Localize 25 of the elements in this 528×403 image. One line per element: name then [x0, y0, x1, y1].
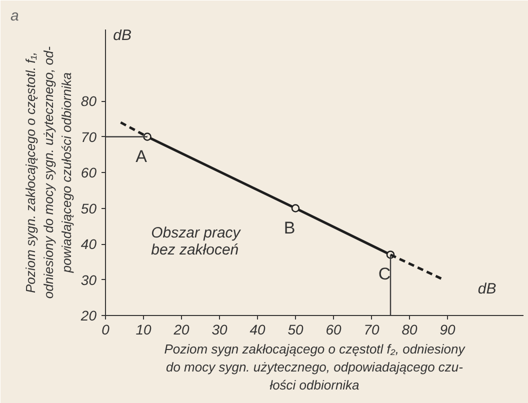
x-axis-title: Poziom sygn zakłocającego o częstotl f₂, odniesiony do mocy sygn. użytecznego, odpowiadającego czu- łości odbiornika: [164, 342, 466, 392]
y-tick-label: 70: [80, 128, 97, 145]
x-tick-label: 10: [136, 322, 152, 338]
x-tick-label: 40: [250, 322, 266, 338]
annotation: B: [284, 218, 296, 238]
annotation: dB: [478, 280, 496, 298]
y-tick-label: 60: [80, 164, 97, 180]
x-tick-label: 70: [364, 322, 380, 338]
x-tick-label: 50: [288, 322, 304, 338]
x-tick-label: 30: [212, 322, 228, 338]
x-tick-label: 90: [440, 322, 456, 338]
x-tick-label: 60: [326, 322, 342, 338]
y-tick-label: 80: [80, 93, 97, 109]
y-tick-label: 30: [80, 272, 97, 288]
x-tick-label: 0: [102, 322, 110, 338]
y-tick-label: 40: [80, 236, 97, 252]
x-tick-label: 80: [402, 322, 418, 338]
y-axis-title: Poziom sygn. zakłocającego o częstotl. f₁, odniesiony do mocy sygn. użytecznego, od- powiadającego czułości odbiornika: [22, 46, 74, 299]
y-tick-label: 50: [80, 200, 97, 216]
annotation: A: [136, 146, 148, 166]
chart-title: a: [10, 8, 19, 24]
x-tick-label: 20: [172, 322, 190, 338]
annotation: Obszar pracy bez zakłoceń: [151, 224, 242, 258]
annotation: C: [378, 264, 391, 284]
y-tick-label: 20: [80, 308, 97, 324]
